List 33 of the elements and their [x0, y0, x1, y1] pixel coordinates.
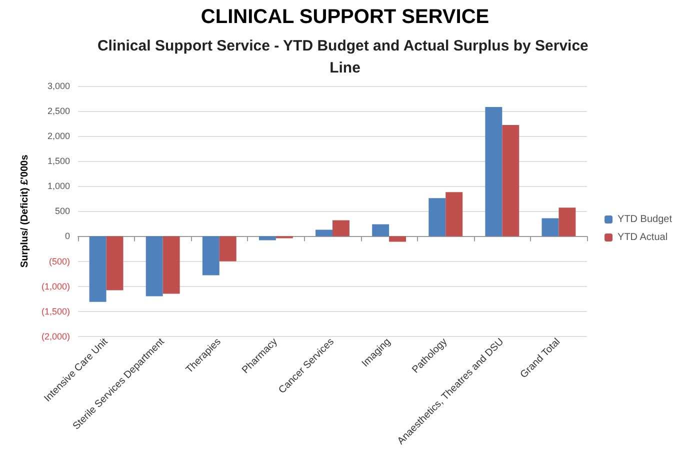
y-tick-label: 500: [54, 206, 70, 216]
bar: [316, 230, 332, 236]
text: 1,500: [47, 156, 70, 166]
text: 2,000: [47, 131, 70, 142]
chart-title: Clinical Support Service - YTD Budget and Actual Surplus by Service Line: [97, 38, 593, 76]
bar: [162, 236, 180, 294]
bar: [502, 125, 520, 236]
y-tick-label: (1,000): [41, 281, 70, 292]
bar: [106, 236, 124, 290]
bar: [146, 236, 163, 296]
y-tick-label: 0: [64, 231, 70, 242]
bar: [219, 236, 236, 262]
y-tick-label: (500): [48, 256, 70, 266]
bar: [332, 220, 350, 236]
bar: [89, 236, 106, 302]
bar: [542, 218, 559, 236]
y-tick-label: (1,500): [41, 306, 70, 316]
legend-label: YTD Budget: [618, 214, 672, 225]
bar: [428, 198, 446, 236]
y-tick-label: (2,000): [41, 331, 70, 342]
text: 1,000: [47, 181, 70, 192]
y-axis-title: Surplus/ (Deficit) £'000s: [20, 154, 30, 268]
bar: [446, 192, 463, 236]
text: 3,000: [47, 81, 70, 91]
text: CLINICAL SUPPORT SERVICE: [200, 6, 490, 28]
text: 2,500: [47, 106, 70, 116]
bar: [485, 107, 502, 236]
bar: [389, 236, 406, 242]
bar: [258, 236, 276, 240]
bar: [558, 208, 576, 236]
legend-label: YTD Actual: [618, 232, 668, 243]
bar: [202, 236, 220, 276]
bar: [372, 224, 390, 236]
